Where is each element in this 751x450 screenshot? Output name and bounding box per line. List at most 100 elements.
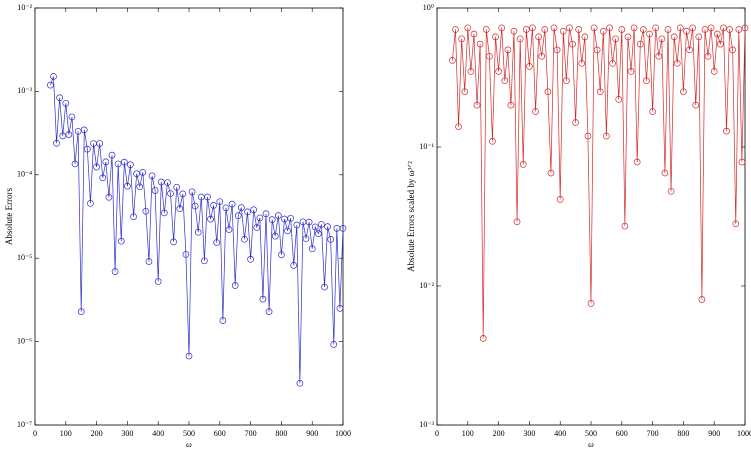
x-tick-label: 500 (183, 429, 195, 438)
y-tick-label: 10⁻⁶ (17, 336, 32, 345)
data-point (726, 26, 733, 33)
data-point (68, 113, 76, 121)
data-point (636, 40, 644, 48)
data-point (498, 24, 506, 32)
y-axis-label: Absolute Errors (4, 187, 14, 245)
data-point (330, 340, 338, 348)
data-point (324, 223, 331, 230)
data-point (71, 160, 79, 168)
data-point (627, 68, 635, 75)
data-point (624, 33, 632, 41)
series-line (50, 76, 344, 384)
data-point (133, 170, 140, 178)
data-point (142, 207, 150, 215)
y-tick-label: 10⁻² (17, 3, 32, 12)
data-point (339, 224, 347, 232)
data-point (315, 230, 322, 237)
data-point (615, 96, 623, 103)
data-point (486, 52, 493, 60)
y-axis-label: Absolute Errors scaled by ω³ᐟ² (406, 161, 416, 272)
data-point (547, 169, 555, 177)
x-tick-label: 500 (585, 429, 597, 438)
data-point (612, 35, 619, 43)
data-point (296, 379, 304, 387)
data-point (649, 108, 656, 115)
data-point (148, 172, 156, 180)
data-point (124, 182, 131, 190)
data-point (213, 239, 221, 246)
data-point (274, 212, 282, 219)
data-point (717, 40, 724, 48)
data-point (713, 30, 721, 38)
data-point (707, 24, 715, 32)
x-axis-label: ω (186, 440, 192, 449)
data-point (77, 308, 85, 315)
x-tick-label: 200 (91, 429, 103, 438)
data-point (590, 24, 598, 32)
data-point (164, 179, 171, 186)
data-point (62, 99, 70, 107)
data-point (473, 101, 481, 109)
data-point (522, 26, 530, 33)
data-point (145, 258, 153, 265)
data-point (643, 77, 650, 85)
data-point (265, 308, 273, 315)
data-point (606, 24, 613, 32)
data-point (519, 161, 527, 168)
x-tick-label: 300 (523, 429, 535, 438)
data-point (117, 237, 125, 245)
data-point (720, 24, 727, 32)
data-point (201, 257, 208, 265)
data-point (127, 161, 134, 169)
data-point (538, 52, 546, 60)
data-point (689, 24, 696, 32)
data-point (302, 235, 310, 242)
data-point (526, 63, 533, 70)
data-point (259, 295, 267, 303)
data-point (305, 218, 313, 226)
data-point (176, 205, 184, 212)
data-point (228, 200, 236, 208)
data-point (482, 26, 490, 33)
data-point (470, 30, 478, 38)
data-point (102, 158, 110, 166)
data-point (640, 26, 647, 33)
data-point (173, 183, 181, 191)
y-tick-label: 10⁻² (419, 281, 434, 290)
data-point (56, 94, 63, 102)
x-tick-label: 700 (245, 429, 257, 438)
data-point (50, 73, 57, 80)
data-point (633, 158, 641, 166)
data-point (729, 46, 737, 54)
data-point (603, 132, 610, 140)
data-point (723, 127, 730, 135)
data-point (732, 220, 740, 228)
data-point (655, 52, 663, 60)
data-point (253, 224, 261, 231)
data-point (553, 46, 561, 54)
data-point (476, 40, 484, 48)
data-point (667, 187, 675, 195)
data-point (336, 305, 344, 312)
data-point (80, 126, 88, 134)
data-point (93, 163, 100, 171)
y-tick-label: 10⁻³ (419, 420, 434, 429)
data-point (652, 24, 660, 32)
x-tick-label: 1000 (335, 429, 351, 438)
data-point (593, 46, 601, 54)
data-point (544, 88, 552, 96)
data-point (516, 35, 524, 43)
y-tick-label: 10⁻¹ (419, 142, 434, 151)
data-point (572, 119, 579, 126)
data-point (458, 35, 465, 43)
data-point (114, 160, 122, 168)
axes-frame (436, 7, 746, 426)
x-tick-label: 100 (462, 429, 474, 438)
data-point (599, 27, 607, 35)
data-point (507, 101, 515, 109)
data-point (65, 131, 73, 138)
data-point (321, 283, 328, 291)
data-point (501, 77, 509, 85)
data-point (311, 223, 319, 231)
